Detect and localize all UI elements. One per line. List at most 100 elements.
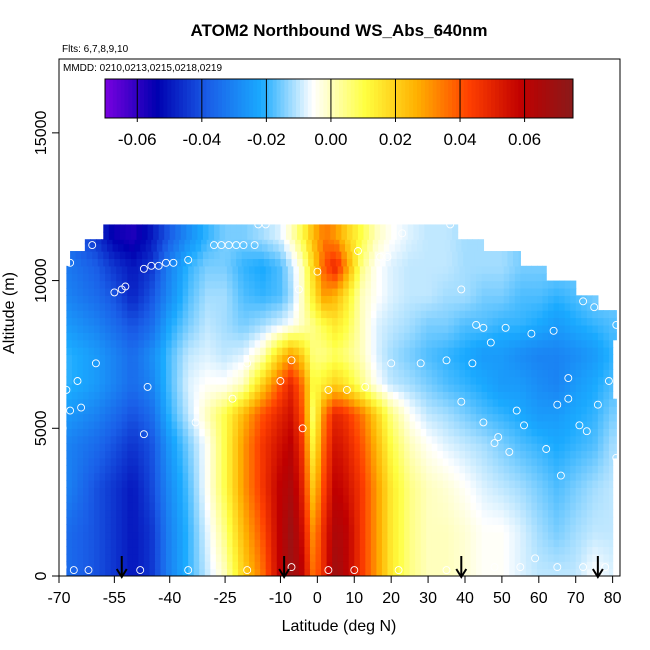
heatmap-cell (110, 531, 117, 540)
heatmap-cell (186, 251, 193, 260)
heatmap-cell (363, 251, 370, 260)
heatmap-cell (332, 457, 339, 466)
heatmap-cell (293, 435, 300, 444)
heatmap-cell (542, 539, 549, 548)
heatmap-cell (603, 443, 610, 452)
heatmap-cell (226, 472, 234, 481)
heatmap-cell (464, 354, 472, 363)
heatmap-cell (226, 406, 234, 415)
heatmap-cell (182, 361, 189, 370)
heatmap-cell (376, 516, 383, 525)
heatmap-cell (376, 465, 383, 474)
colorbar-segment (315, 79, 320, 118)
heatmap-cell (426, 324, 433, 333)
heatmap-cell (459, 361, 466, 370)
heatmap-cell (459, 347, 466, 356)
colorbar-segment (456, 79, 461, 118)
heatmap-cell (396, 258, 403, 267)
heatmap-cell (343, 361, 350, 370)
heatmap-cell (210, 465, 217, 474)
heatmap-cell (295, 239, 302, 245)
colorbar-tick-label: -0.02 (247, 130, 286, 149)
heatmap-cell (121, 383, 128, 392)
heatmap-cell (77, 509, 84, 518)
heatmap-cell (298, 332, 306, 341)
heatmap-cell (88, 509, 95, 518)
heatmap-cell (309, 428, 317, 437)
heatmap-cell (498, 332, 505, 341)
heatmap-cell (448, 376, 455, 385)
heatmap-cell (520, 354, 527, 363)
heatmap-cell (77, 369, 84, 378)
heatmap-cell (171, 413, 178, 422)
heatmap-cell (105, 339, 112, 348)
sample-marker (88, 241, 97, 250)
colorbar-segment (545, 79, 551, 118)
heatmap-cell (321, 420, 328, 429)
heatmap-cell (481, 391, 488, 400)
heatmap-cell (481, 273, 488, 282)
heatmap-cell (66, 509, 73, 518)
heatmap-cell (548, 443, 555, 452)
heatmap-cell (442, 502, 449, 511)
heatmap-cell (520, 509, 527, 518)
colorbar-segment (374, 79, 379, 118)
heatmap-cell (409, 280, 416, 289)
heatmap-cell (570, 502, 577, 511)
heatmap-cell (193, 465, 200, 474)
heatmap-cell (393, 465, 400, 474)
heatmap-cell (287, 546, 294, 555)
heatmap-cell (276, 383, 283, 392)
heatmap-cell (498, 273, 505, 282)
heatmap-cell (536, 406, 544, 415)
heatmap-cell (88, 502, 95, 511)
heatmap-cell (581, 524, 588, 533)
heatmap-cell (564, 472, 571, 481)
colorbar-segment (257, 79, 262, 118)
heatmap-cell (127, 383, 134, 392)
heatmap-cell (127, 435, 134, 444)
heatmap-cell (326, 406, 333, 415)
heatmap-cell (249, 413, 256, 422)
heatmap-cell (415, 509, 422, 518)
heatmap-cell (225, 258, 232, 267)
heatmap-cell (592, 369, 599, 378)
heatmap-cell (304, 273, 311, 282)
heatmap-cell (520, 413, 527, 422)
heatmap-cell (525, 369, 533, 378)
heatmap-cell (293, 324, 300, 333)
heatmap-cell (514, 420, 521, 429)
heatmap-cell (437, 457, 444, 466)
heatmap-cell (298, 361, 306, 370)
heatmap-cell (149, 472, 156, 481)
heatmap-cell (149, 398, 156, 407)
heatmap-cell (188, 273, 195, 282)
heatmap-cell (381, 280, 389, 289)
heatmap-cell (553, 413, 560, 422)
heatmap-cell (94, 332, 101, 341)
heatmap-cell (564, 383, 571, 392)
heatmap-cell (154, 273, 162, 282)
heatmap-cell (603, 524, 610, 533)
heatmap-cell (346, 251, 354, 260)
heatmap-cell (452, 251, 459, 260)
heatmap-cell (603, 531, 610, 540)
heatmap-cell (193, 568, 200, 576)
heatmap-cell (359, 420, 366, 429)
heatmap-cell (536, 317, 544, 326)
heatmap-cell (531, 347, 538, 356)
heatmap-cell (487, 509, 494, 518)
heatmap-cell (531, 428, 538, 437)
heatmap-cell (398, 457, 405, 466)
heatmap-cell (298, 273, 306, 282)
heatmap-cell (289, 243, 296, 252)
colorbar-segment (362, 79, 367, 118)
heatmap-cell (166, 332, 173, 341)
heatmap-cell (498, 472, 505, 481)
heatmap-cell (453, 391, 461, 400)
heatmap-cell (321, 553, 328, 562)
heatmap-cell (525, 354, 533, 363)
heatmap-cell (597, 324, 604, 333)
heatmap-cell (498, 354, 505, 363)
heatmap-cell (603, 347, 610, 356)
